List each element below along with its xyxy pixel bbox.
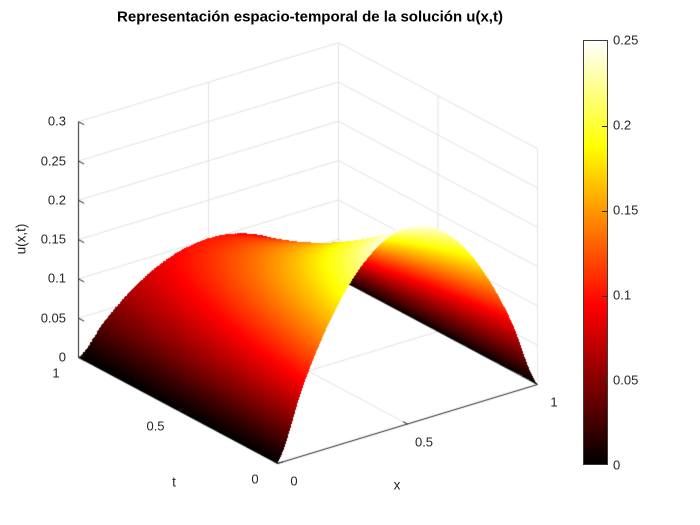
colorbar-tick-label: 0.05	[613, 372, 639, 388]
t-axis-label: t	[172, 474, 176, 490]
colorbar-tick-label: 0	[613, 457, 621, 473]
colorbar-tick	[602, 381, 607, 382]
t-tick-label: 0.5	[146, 418, 165, 434]
x-tick-label: 0.5	[414, 434, 434, 449]
z-tick-label: 0.3	[47, 113, 66, 129]
x-tick-label: 0	[290, 473, 298, 489]
chart-title: Representación espacio-temporal de la so…	[117, 8, 503, 26]
z-tick-label: 0	[58, 349, 66, 365]
colorbar	[583, 40, 608, 465]
z-tick-label: 0.2	[47, 192, 66, 208]
colorbar-tick-label: 0.25	[613, 32, 639, 48]
z-tick-label: 0.1	[47, 270, 66, 286]
t-tick-label: 1	[52, 365, 60, 381]
z-tick-label: 0.15	[40, 231, 66, 247]
x-axis-label: x	[393, 477, 401, 493]
colorbar-tick	[602, 296, 607, 297]
colorbar-tick-label: 0.1	[613, 287, 632, 303]
colorbar-tick-label: 0.2	[613, 117, 632, 133]
z-axis-label: u(x,t)	[13, 223, 29, 255]
colorbar-tick	[602, 126, 607, 127]
colorbar-tick	[602, 211, 607, 212]
colorbar-tick-label: 0.15	[613, 202, 639, 218]
z-tick-label: 0.05	[40, 310, 66, 326]
x-tick-label: 1	[550, 394, 558, 410]
t-tick-label: 0	[251, 471, 259, 487]
z-tick-label: 0.25	[40, 153, 66, 168]
